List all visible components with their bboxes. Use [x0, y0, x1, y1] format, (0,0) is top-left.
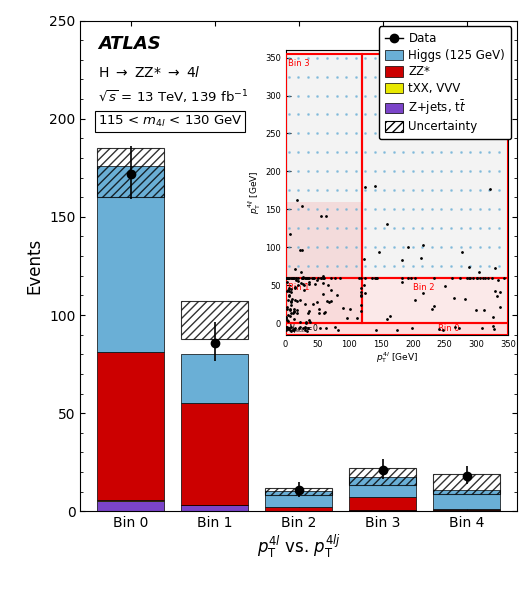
Bar — [433, 509, 500, 510]
Bar — [265, 488, 332, 495]
Bar — [265, 491, 332, 507]
Bar — [97, 352, 164, 500]
Bar — [181, 403, 248, 505]
Legend: Data, Higgs (125 GeV), ZZ*, tXX, VVV, Z+jets, t$\bar{t}$, Uncertainty: Data, Higgs (125 GeV), ZZ*, tXX, VVV, Z+… — [379, 26, 511, 140]
Bar — [97, 166, 164, 352]
Bar — [97, 148, 164, 197]
Bar — [349, 478, 416, 497]
Bar — [97, 500, 164, 501]
Bar — [349, 510, 416, 511]
Bar — [181, 353, 248, 403]
Bar — [181, 505, 248, 511]
Text: H $\rightarrow$ ZZ* $\rightarrow$ 4$l$: H $\rightarrow$ ZZ* $\rightarrow$ 4$l$ — [98, 65, 201, 80]
Bar — [97, 501, 164, 511]
Text: $\sqrt{s}$ = 13 TeV, 139 fb$^{-1}$: $\sqrt{s}$ = 13 TeV, 139 fb$^{-1}$ — [98, 89, 248, 106]
Bar — [433, 474, 500, 494]
Bar — [181, 301, 248, 339]
Text: 115 < $m_{4l}$ < 130 GeV: 115 < $m_{4l}$ < 130 GeV — [98, 114, 243, 129]
Bar — [433, 490, 500, 509]
Text: ATLAS: ATLAS — [98, 35, 161, 53]
X-axis label: $p_{\mathrm{T}}^{4l}$ vs. $p_{\mathrm{T}}^{4lj}$: $p_{\mathrm{T}}^{4l}$ vs. $p_{\mathrm{T}… — [256, 533, 341, 561]
Bar — [349, 468, 416, 485]
Bar — [349, 497, 416, 510]
Bar — [265, 507, 332, 511]
Y-axis label: Events: Events — [26, 238, 44, 294]
